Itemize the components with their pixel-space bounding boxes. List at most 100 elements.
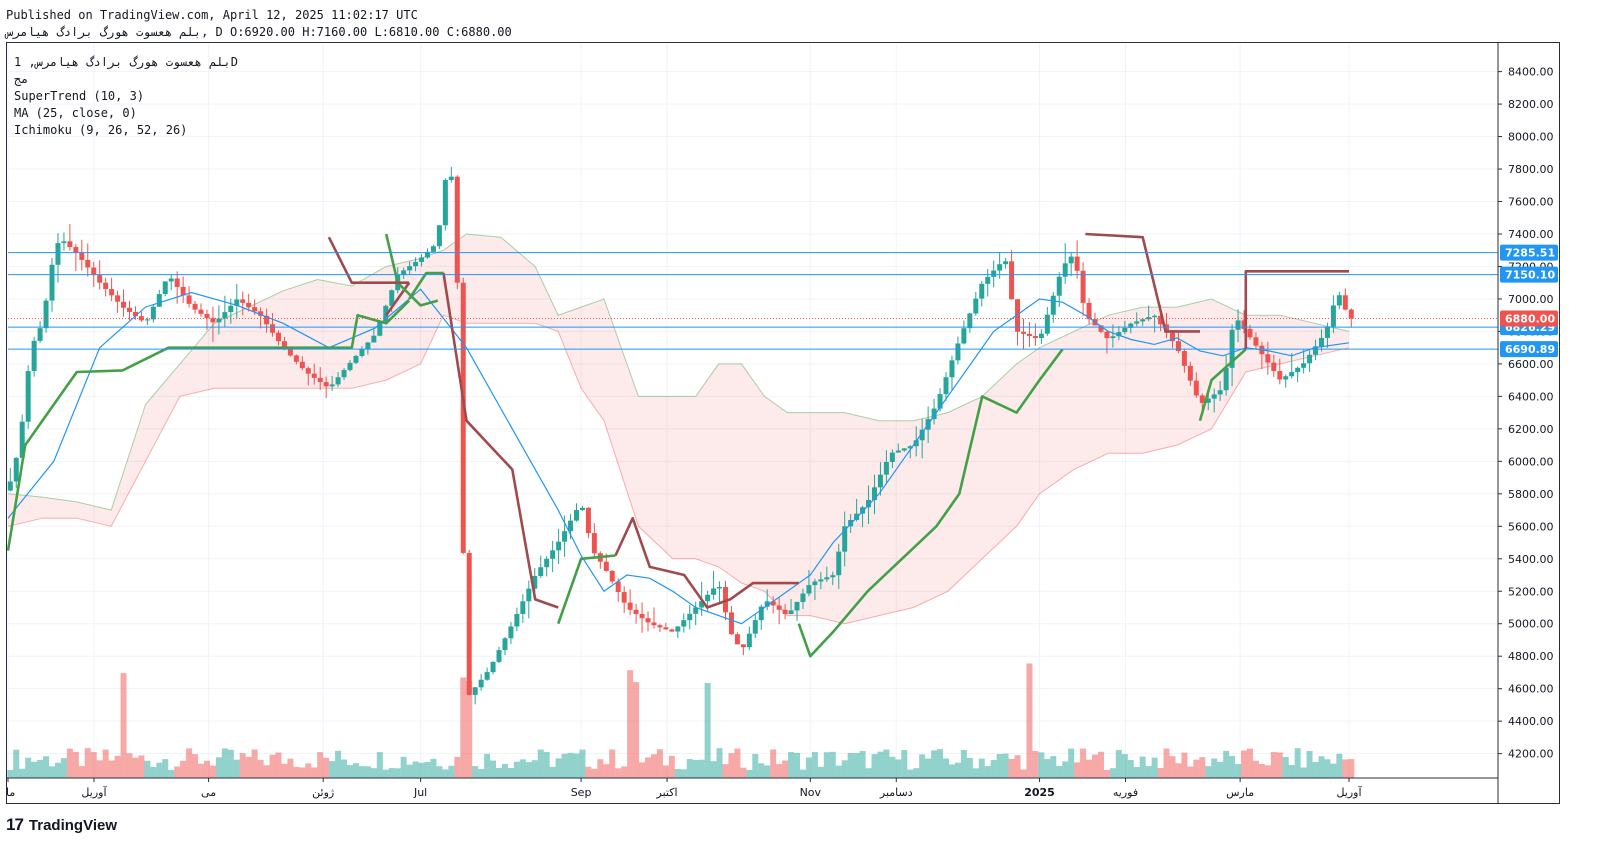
candle-body (788, 610, 794, 614)
volume-bar (78, 766, 85, 778)
candle-body (1241, 320, 1247, 329)
volume-bar (579, 749, 586, 778)
candle-body (734, 634, 740, 645)
ichimoku-span-b (7, 314, 1350, 625)
candle-body (991, 270, 997, 277)
candle-body (508, 626, 514, 639)
volume-bar (72, 751, 79, 778)
price-level-label: 7285.51 (1505, 247, 1555, 260)
candle-body (347, 362, 353, 371)
candle-body (961, 328, 967, 344)
candle-body (472, 687, 478, 695)
last-price-label-bg (1500, 310, 1558, 327)
volume-bar (257, 760, 264, 778)
volume-bar (603, 764, 610, 778)
volume-bar (347, 765, 354, 778)
volume-bar (364, 766, 371, 778)
tradingview-logo-icon: 17 (6, 815, 24, 834)
chart-frame[interactable]: 4200.00 4400.00 4600.00 4800.00 5000.00 5200.… (6, 42, 1560, 804)
volume-bars (7, 663, 1355, 778)
candle-body (132, 311, 138, 317)
candle-body (281, 341, 287, 350)
volume-bar (978, 758, 985, 778)
volume-bar (925, 758, 932, 778)
volume-bar (126, 753, 133, 778)
volume-bar (114, 755, 121, 778)
volume-bar (573, 753, 580, 778)
volume-bar (919, 754, 926, 778)
candle-body (25, 371, 31, 422)
candle-body (645, 618, 651, 623)
volume-bar (269, 754, 276, 778)
volume-bar (209, 765, 216, 778)
candle-body (49, 264, 55, 301)
candle-body (812, 581, 818, 586)
candle-body (1199, 395, 1205, 403)
volume-bar (519, 759, 526, 778)
volume-bar (1127, 759, 1134, 778)
candle-body (1116, 332, 1122, 337)
volume-bar (60, 758, 67, 778)
candle-body (115, 295, 121, 302)
volume-bar (567, 752, 574, 778)
candle-body (258, 311, 264, 316)
time-tick-label: فوریه (1113, 786, 1138, 799)
volume-bar (1300, 767, 1307, 778)
supertrend-down-line (1085, 232, 1200, 333)
volume-bar (31, 761, 38, 778)
candle-body (13, 457, 19, 482)
candle-body (1289, 372, 1295, 377)
legend-supertrend[interactable]: SuperTrend (10, 3) (14, 89, 145, 103)
candle-body (860, 507, 866, 514)
volume-bar (650, 754, 657, 778)
candlestick-chart[interactable]: 4200.00 4400.00 4600.00 4800.00 5000.00 5200.… (7, 43, 1559, 803)
candle-body (1313, 346, 1319, 355)
volume-bar (43, 756, 50, 778)
candle-body (490, 661, 496, 673)
candle-body (79, 252, 85, 260)
candle-body (37, 328, 43, 341)
volume-bar (460, 677, 467, 778)
candle-body (877, 474, 883, 488)
volume-bar (1187, 766, 1194, 778)
candle-body (699, 601, 705, 608)
volume-bar (627, 670, 634, 778)
candle-body (365, 342, 371, 350)
volume-bar (1008, 758, 1015, 778)
candle-body (359, 349, 365, 356)
candle-body (311, 373, 317, 378)
candle-body (121, 301, 127, 308)
price-tick-label: 5200.00 (1508, 585, 1554, 598)
volume-bar (901, 750, 908, 778)
candle-body (1193, 380, 1199, 396)
time-tick-label: مارس (1226, 786, 1254, 799)
candle-body (1318, 337, 1324, 347)
supertrend-down-line (442, 272, 559, 609)
volume-bar (49, 766, 56, 778)
volume-bar (829, 751, 836, 778)
volume-bar (513, 761, 520, 778)
candle-body (776, 605, 782, 610)
volume-bar (1145, 766, 1152, 778)
time-tick-label: Jul (413, 786, 427, 799)
legend-symbol[interactable]: بلم هعسوت هورگ برادگ هیامرس, 1D (14, 55, 238, 69)
legend-ichimoku[interactable]: Ichimoku (9, 26, 52, 26) (14, 123, 188, 137)
tradingview-logo[interactable]: 17 TradingView (6, 815, 117, 835)
candle-body (800, 593, 806, 602)
volume-bar (954, 762, 961, 778)
volume-bar (1241, 750, 1248, 778)
candle-body (1044, 314, 1050, 334)
candle-body (1342, 295, 1348, 310)
volume-bar (1235, 764, 1242, 778)
legend-ma[interactable]: MA (25, close, 0) (14, 106, 137, 120)
volume-bar (716, 748, 723, 778)
supertrend-down-line (1244, 270, 1349, 350)
candle-body (573, 510, 579, 521)
volume-bar (680, 769, 687, 778)
volume-bar (424, 761, 431, 778)
volume-bar (1270, 752, 1277, 778)
volume-bar (805, 757, 812, 778)
candle-body (448, 176, 454, 180)
candles (7, 166, 1354, 705)
price-level-label-bg (1500, 244, 1558, 261)
